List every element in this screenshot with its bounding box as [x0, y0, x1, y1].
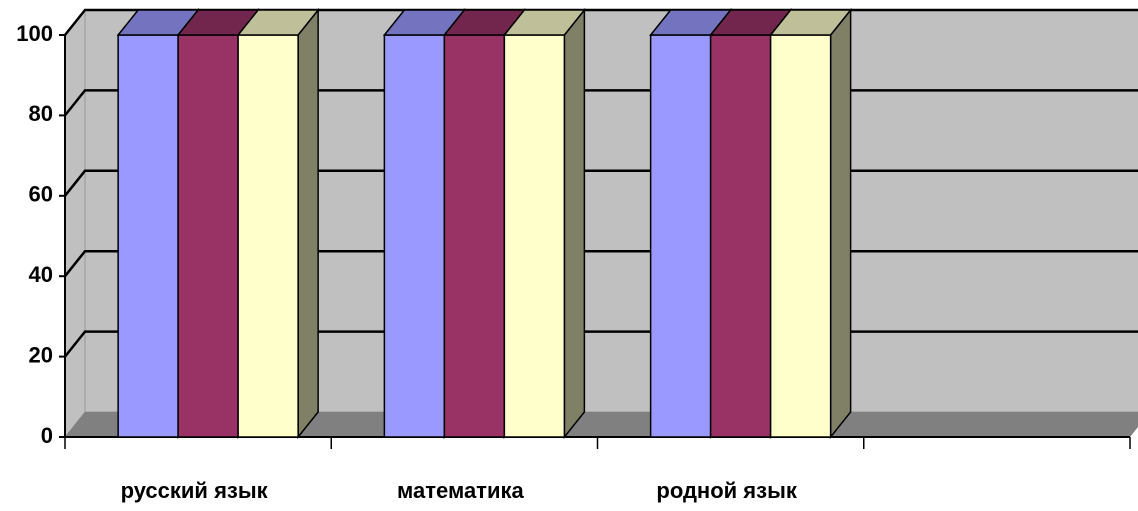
- y-tick-label: 60: [29, 182, 53, 207]
- bar: [237, 34, 299, 438]
- side-wall: [64, 8, 86, 439]
- x-tick-label: родной язык: [656, 478, 797, 503]
- y-tick-label: 100: [16, 21, 53, 46]
- bar-top: [769, 9, 853, 36]
- bar: [709, 34, 772, 438]
- y-tick-label: 80: [29, 101, 53, 126]
- x-tick-label: русский язык: [121, 478, 269, 503]
- bar-side: [297, 7, 319, 440]
- y-tick-label: 20: [29, 342, 53, 367]
- floor: [65, 412, 1138, 437]
- bar: [649, 34, 712, 438]
- bar: [443, 34, 506, 438]
- bar-side: [563, 7, 586, 440]
- bar: [769, 34, 832, 438]
- bar: [383, 34, 446, 438]
- bar-top: [236, 9, 320, 36]
- bar-top: [502, 9, 586, 36]
- bar: [117, 34, 179, 438]
- bar-side: [829, 7, 852, 440]
- y-tick-label: 40: [29, 262, 53, 287]
- y-tick-label: 0: [41, 423, 53, 448]
- x-tick-label: математика: [397, 478, 524, 503]
- bar: [503, 34, 566, 438]
- bar: [177, 34, 239, 438]
